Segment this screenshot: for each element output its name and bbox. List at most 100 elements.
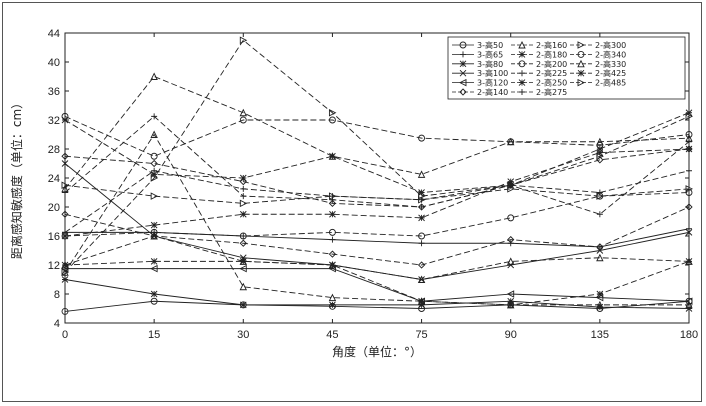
data-point [329, 210, 336, 218]
legend-label: 2-高225 [536, 68, 567, 78]
data-point [328, 192, 337, 200]
x-tick-label: 0 [62, 329, 68, 341]
legend-entry: 2-高200 [511, 59, 567, 69]
series-line [64, 279, 690, 309]
data-point [507, 181, 515, 189]
series-line [64, 300, 690, 312]
data-point [329, 152, 336, 160]
data-point [596, 149, 604, 156]
data-point [577, 78, 586, 87]
y-tick-label: 8 [54, 289, 60, 301]
legend-entry: 3-高100 [452, 68, 508, 78]
data-point [458, 78, 467, 87]
series-5 [60, 264, 693, 305]
data-point [61, 152, 69, 160]
x-tick-label: 30 [237, 329, 249, 341]
data-point [685, 109, 693, 117]
line-chart: 0 15 30 45 75 90 135 180 4 8 12 16 20 24 28 32 36 40 44 3-… [9, 28, 698, 359]
data-point [329, 236, 336, 243]
data-point [418, 297, 425, 305]
data-point [686, 138, 692, 145]
data-point [61, 276, 69, 283]
y-tick-label: 44 [48, 28, 60, 40]
data-point [596, 300, 604, 309]
data-point [418, 134, 426, 142]
data-point [417, 203, 426, 211]
data-point [61, 160, 69, 167]
data-point [685, 258, 693, 265]
legend-label: 2-高160 [536, 40, 567, 50]
data-point [685, 185, 694, 193]
data-point [239, 116, 247, 124]
data-point [596, 152, 604, 160]
data-point [596, 303, 604, 311]
series-line [64, 148, 690, 208]
data-point [459, 88, 467, 96]
series-line [64, 112, 690, 193]
series-line [64, 206, 690, 266]
data-point [459, 69, 467, 77]
data-point [150, 174, 159, 182]
legend-label: 2-高140 [477, 87, 508, 97]
y-tick-label: 40 [48, 57, 60, 69]
data-point [61, 261, 69, 269]
legend-entry: 3-高65 [452, 49, 503, 59]
data-point [577, 59, 585, 68]
series-line [64, 39, 690, 273]
data-point [150, 290, 158, 298]
data-point [328, 293, 337, 302]
data-point [61, 184, 69, 193]
data-point [239, 177, 247, 186]
data-point [686, 225, 692, 232]
data-point [150, 159, 158, 168]
legend-entry: 2-高300 [570, 40, 626, 50]
data-point [596, 145, 604, 153]
data-point [150, 72, 158, 80]
data-point [240, 185, 247, 192]
data-point [150, 231, 158, 240]
data-point [596, 243, 604, 251]
x-tick-label: 75 [415, 329, 427, 341]
legend-label: 3-高80 [477, 59, 503, 69]
data-point [596, 137, 604, 146]
data-point [328, 109, 337, 117]
data-point [418, 192, 426, 200]
series-line [64, 260, 690, 306]
data-point [518, 51, 526, 58]
y-tick-label: 24 [48, 173, 60, 185]
data-point [685, 134, 693, 142]
data-point [577, 69, 585, 77]
legend-entry: 2-高330 [570, 59, 626, 69]
data-point [417, 261, 426, 269]
legend-label: 2-高300 [595, 40, 626, 50]
data-point [328, 250, 337, 258]
legend-label: 3-高120 [477, 78, 508, 88]
data-point [507, 214, 515, 222]
series-line [64, 115, 690, 215]
data-point [577, 50, 585, 58]
y-tick-label: 4 [54, 318, 60, 330]
legend-label: 2-高330 [595, 59, 626, 69]
data-point [328, 199, 337, 208]
legend-entry: 3-高80 [452, 59, 503, 69]
data-point [506, 300, 515, 309]
legend-label: 2-高180 [536, 49, 567, 59]
legend-label: 2-高250 [536, 78, 567, 88]
x-axis-label: 角度（单位：°） [332, 344, 422, 359]
x-tick-label: 90 [505, 329, 517, 341]
series-line [64, 184, 690, 204]
data-point [239, 199, 248, 208]
data-point [239, 210, 247, 218]
y-axis-label: 距离感知敏感度（单位：cm） [9, 97, 24, 259]
data-point [61, 116, 69, 124]
y-tick-label: 20 [48, 202, 60, 214]
data-point [418, 232, 426, 240]
data-point [596, 290, 604, 298]
data-point [417, 297, 426, 305]
data-point [329, 261, 336, 269]
x-tick-label: 180 [680, 329, 698, 341]
series-lines [60, 36, 694, 315]
data-point [685, 300, 693, 309]
legend-label: 2-高200 [536, 59, 567, 69]
data-point [418, 214, 425, 222]
